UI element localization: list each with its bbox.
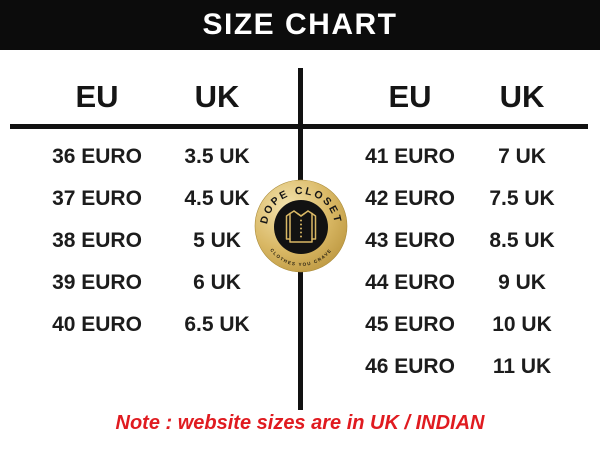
size-cell-eu: 45 EURO	[365, 313, 455, 336]
size-cell-eu: 38 EURO	[52, 229, 142, 252]
size-cell-eu: 36 EURO	[52, 145, 142, 168]
badge-inner-circle	[274, 200, 328, 254]
title-bar: SIZE CHART	[0, 0, 600, 50]
right-uk-header: UK	[499, 79, 545, 114]
size-cell-uk: 5 UK	[193, 229, 241, 252]
size-cell-eu: 43 EURO	[365, 229, 455, 252]
size-cell-uk: 8.5 UK	[489, 229, 555, 252]
size-cell-eu: 46 EURO	[365, 355, 455, 378]
size-cell-uk: 3.5 UK	[184, 145, 250, 168]
size-cell-uk: 7.5 UK	[489, 187, 555, 210]
right-uk-column: 7 UK 7.5 UK 8.5 UK 9 UK 10 UK 11 UK	[452, 136, 592, 388]
size-cell-uk: 11 UK	[492, 355, 552, 378]
jacket-buttons	[300, 219, 302, 238]
size-cell-uk: 10 UK	[492, 313, 552, 336]
left-uk-column: 3.5 UK 4.5 UK 5 UK 6 UK 6.5 UK	[147, 136, 287, 346]
size-cell-uk: 9 UK	[498, 271, 546, 294]
size-cell-eu: 44 EURO	[365, 271, 455, 294]
size-note: Note : website sizes are in UK / INDIAN	[115, 412, 485, 434]
size-cell-uk: 6 UK	[193, 271, 241, 294]
size-cell-eu: 41 EURO	[365, 145, 455, 168]
dope-closet-logo: DOPE CLOSET CLOTHES YOU CRAVE	[254, 179, 348, 273]
size-cell-eu: 37 EURO	[52, 187, 142, 210]
left-eu-column: 36 EURO 37 EURO 38 EURO 39 EURO 40 EURO	[27, 136, 167, 346]
page-title: SIZE CHART	[202, 8, 398, 41]
size-cell-eu: 40 EURO	[52, 313, 142, 336]
left-uk-header: UK	[194, 79, 240, 114]
size-cell-eu: 39 EURO	[52, 271, 142, 294]
size-cell-uk: 4.5 UK	[184, 187, 250, 210]
size-cell-uk: 7 UK	[498, 145, 546, 168]
right-eu-header: EU	[388, 79, 432, 114]
size-cell-eu: 42 EURO	[365, 187, 455, 210]
left-eu-header: EU	[75, 79, 119, 114]
right-eu-column: 41 EURO 42 EURO 43 EURO 44 EURO 45 EURO …	[340, 136, 480, 388]
size-cell-uk: 6.5 UK	[184, 313, 250, 336]
jacket-icon	[285, 210, 317, 243]
